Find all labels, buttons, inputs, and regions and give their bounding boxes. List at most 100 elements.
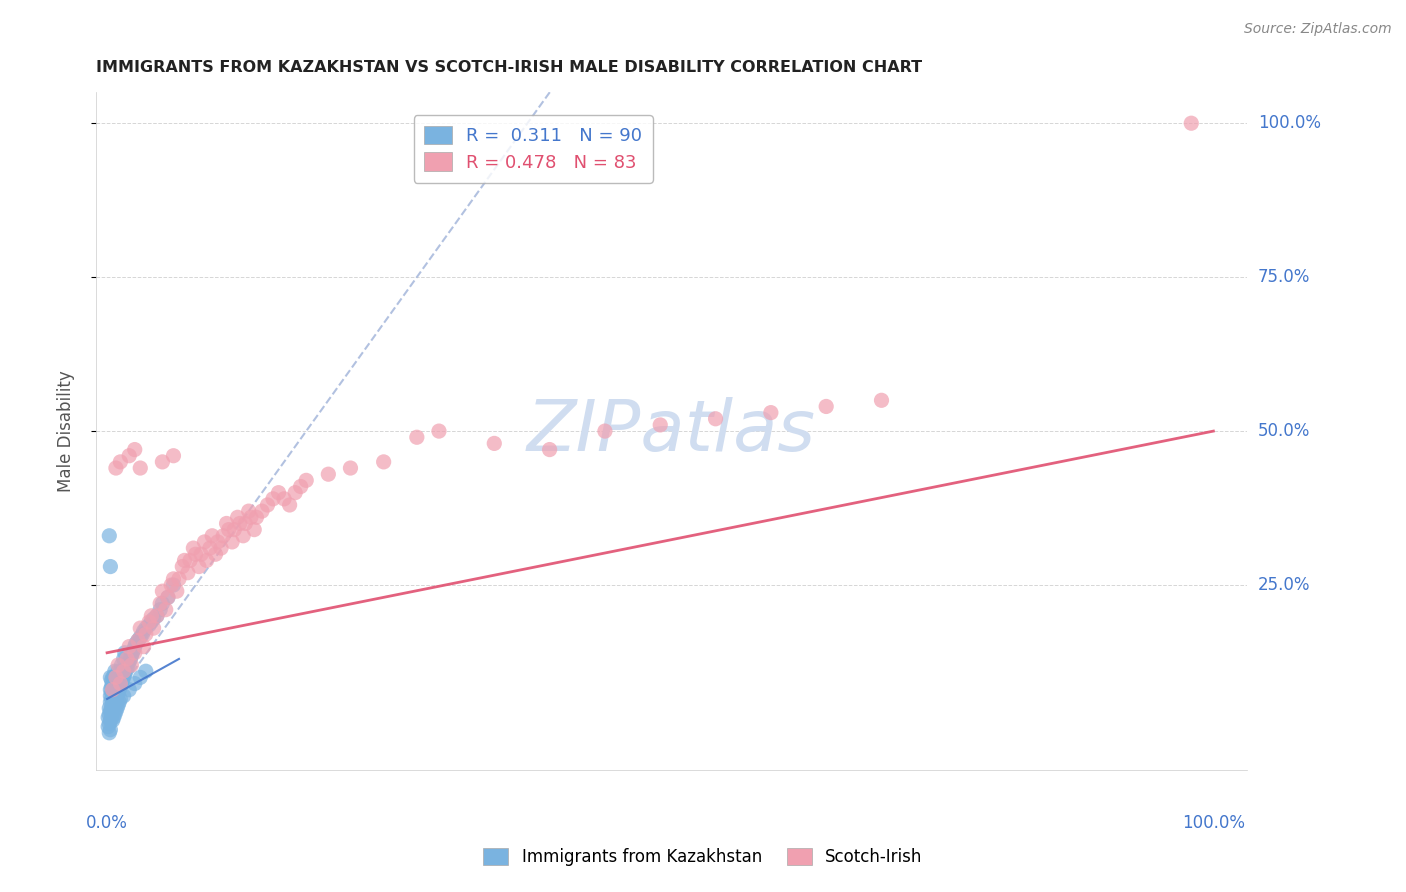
Point bbox=[112, 670, 135, 684]
Point bbox=[650, 417, 672, 432]
Point bbox=[103, 710, 125, 724]
Point bbox=[127, 633, 149, 648]
Point bbox=[160, 578, 183, 592]
Point bbox=[193, 535, 215, 549]
Point bbox=[162, 578, 184, 592]
Point bbox=[115, 665, 138, 679]
Point bbox=[209, 541, 232, 555]
Point bbox=[112, 689, 135, 703]
Point bbox=[97, 710, 120, 724]
Point bbox=[427, 424, 450, 438]
Point bbox=[115, 661, 138, 675]
Point bbox=[1180, 116, 1202, 130]
Text: IMMIGRANTS FROM KAZAKHSTAN VS SCOTCH-IRISH MALE DISABILITY CORRELATION CHART: IMMIGRANTS FROM KAZAKHSTAN VS SCOTCH-IRI… bbox=[96, 60, 922, 75]
Point bbox=[104, 682, 127, 697]
Point bbox=[207, 535, 229, 549]
Point bbox=[117, 658, 139, 673]
Point bbox=[101, 714, 124, 728]
Point bbox=[138, 618, 160, 632]
Point bbox=[111, 673, 134, 688]
Point bbox=[114, 667, 136, 681]
Point bbox=[104, 695, 127, 709]
Point bbox=[100, 559, 122, 574]
Point bbox=[105, 680, 128, 694]
Point bbox=[243, 523, 266, 537]
Point bbox=[129, 621, 152, 635]
Point bbox=[98, 529, 121, 543]
Point bbox=[105, 670, 128, 684]
Point bbox=[118, 682, 141, 697]
Point bbox=[108, 682, 131, 697]
Point bbox=[138, 615, 160, 629]
Point bbox=[127, 633, 149, 648]
Point bbox=[101, 689, 124, 703]
Point bbox=[104, 673, 127, 688]
Point bbox=[173, 553, 195, 567]
Point bbox=[100, 680, 122, 694]
Point bbox=[110, 676, 132, 690]
Point bbox=[150, 584, 173, 599]
Point bbox=[212, 529, 235, 543]
Point bbox=[132, 640, 155, 654]
Point bbox=[155, 602, 177, 616]
Point bbox=[190, 547, 212, 561]
Point bbox=[104, 665, 127, 679]
Point bbox=[110, 676, 132, 690]
Point bbox=[135, 665, 157, 679]
Point bbox=[131, 627, 153, 641]
Point bbox=[105, 689, 128, 703]
Point bbox=[115, 652, 138, 666]
Point bbox=[339, 461, 361, 475]
Point bbox=[97, 720, 120, 734]
Point bbox=[107, 686, 129, 700]
Point bbox=[162, 449, 184, 463]
Point bbox=[142, 612, 165, 626]
Point bbox=[273, 491, 295, 506]
Point bbox=[135, 621, 157, 635]
Point bbox=[201, 529, 224, 543]
Text: 100.0%: 100.0% bbox=[1182, 814, 1244, 831]
Point bbox=[150, 455, 173, 469]
Text: Source: ZipAtlas.com: Source: ZipAtlas.com bbox=[1244, 22, 1392, 37]
Point bbox=[114, 646, 136, 660]
Point bbox=[238, 504, 260, 518]
Point bbox=[100, 701, 122, 715]
Point bbox=[103, 689, 125, 703]
Point bbox=[124, 646, 146, 660]
Point bbox=[141, 608, 163, 623]
Point bbox=[110, 665, 132, 679]
Point bbox=[245, 510, 267, 524]
Text: 100.0%: 100.0% bbox=[1258, 114, 1320, 132]
Point bbox=[120, 648, 142, 663]
Point bbox=[98, 707, 121, 722]
Point bbox=[101, 676, 124, 690]
Point bbox=[104, 692, 127, 706]
Point bbox=[179, 553, 201, 567]
Point bbox=[124, 442, 146, 457]
Point bbox=[121, 646, 143, 660]
Point bbox=[215, 516, 238, 531]
Point bbox=[104, 704, 127, 718]
Legend: Immigrants from Kazakhstan, Scotch-Irish: Immigrants from Kazakhstan, Scotch-Irish bbox=[475, 840, 931, 875]
Point bbox=[704, 411, 727, 425]
Point bbox=[124, 640, 146, 654]
Point bbox=[318, 467, 340, 482]
Point bbox=[198, 541, 221, 555]
Point bbox=[107, 658, 129, 673]
Point bbox=[103, 680, 125, 694]
Point bbox=[120, 658, 142, 673]
Point bbox=[100, 714, 122, 728]
Point bbox=[110, 692, 132, 706]
Point bbox=[129, 461, 152, 475]
Point bbox=[267, 485, 290, 500]
Point bbox=[150, 597, 173, 611]
Point bbox=[110, 680, 132, 694]
Point bbox=[118, 655, 141, 669]
Point bbox=[195, 553, 218, 567]
Point bbox=[100, 689, 122, 703]
Point bbox=[124, 676, 146, 690]
Point bbox=[108, 695, 131, 709]
Point bbox=[100, 686, 122, 700]
Point bbox=[538, 442, 561, 457]
Point bbox=[107, 665, 129, 679]
